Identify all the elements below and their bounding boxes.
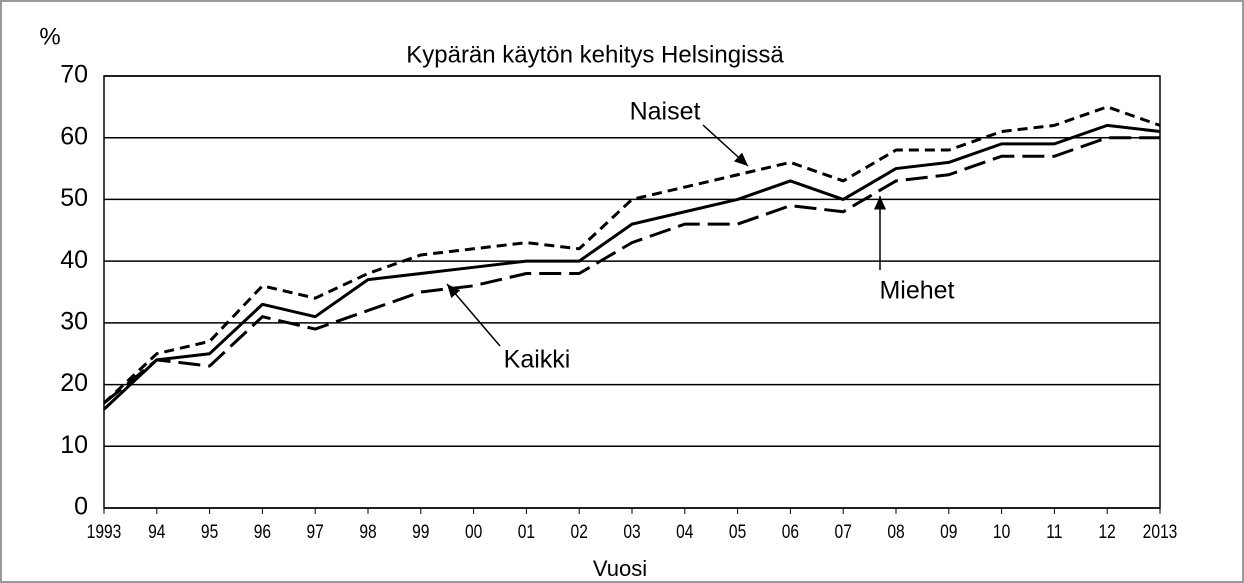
x-tick-label: 94 xyxy=(148,521,166,543)
x-tick-label: 04 xyxy=(676,521,694,543)
y-tick-label: 40 xyxy=(60,246,88,274)
x-tick-label: 06 xyxy=(782,521,799,543)
x-tick-label: 96 xyxy=(254,521,271,543)
x-tick-label: 02 xyxy=(571,521,588,543)
series-line xyxy=(102,105,1161,405)
x-tick-label: 05 xyxy=(729,521,746,543)
annotation-arrow xyxy=(702,124,749,167)
y-tick-label: 10 xyxy=(60,431,88,459)
x-tick-label: 95 xyxy=(201,521,218,543)
x-tick-label: 99 xyxy=(412,521,429,543)
x-tick-label: 11 xyxy=(1046,521,1062,543)
x-tick-label: 03 xyxy=(623,521,640,543)
y-tick-label: 70 xyxy=(60,61,88,89)
x-tick-label: 2013 xyxy=(1143,521,1178,543)
x-tick-label: 12 xyxy=(1099,521,1116,543)
x-tick-label: 98 xyxy=(359,521,376,543)
x-tick-label: 1993 xyxy=(87,521,122,543)
y-tick-label: 30 xyxy=(60,307,88,335)
series-label: Kaikki xyxy=(504,346,571,374)
x-axis-label: Vuosi xyxy=(593,556,647,581)
chart-title: Kypärän käytön kehitys Helsingissä xyxy=(406,41,784,68)
x-tick-label: 00 xyxy=(465,521,482,543)
series-label: Naiset xyxy=(630,98,701,126)
y-axis-label: % xyxy=(39,23,60,50)
y-tick-label: 60 xyxy=(60,122,88,150)
x-tick-label: 08 xyxy=(887,521,904,543)
x-tick-label: 10 xyxy=(993,521,1010,543)
x-tick-label: 09 xyxy=(940,521,957,543)
x-tick-label: 01 xyxy=(518,521,535,543)
y-tick-label: 0 xyxy=(74,493,88,521)
x-tick-label: 97 xyxy=(307,521,324,543)
series-label: Miehet xyxy=(879,277,954,305)
annotation-arrow xyxy=(446,283,501,347)
series-line xyxy=(102,123,1161,411)
x-tick-label: 07 xyxy=(835,521,852,543)
y-tick-label: 50 xyxy=(60,184,88,212)
y-tick-label: 20 xyxy=(60,369,88,397)
plot-border xyxy=(103,75,1161,509)
series-line xyxy=(103,136,1160,405)
